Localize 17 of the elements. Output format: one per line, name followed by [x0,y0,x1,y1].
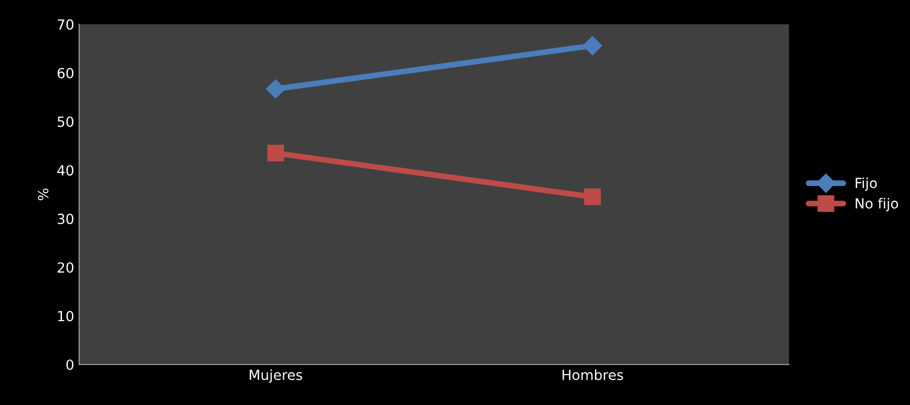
x-tick-label: Mujeres [250,369,302,383]
y-tick-label: 20 [58,262,74,273]
y-tick-label: 50 [58,116,74,127]
y-tick-label: 10 [58,310,74,322]
y-tick-label: 40 [57,165,74,176]
y-tick-label: 60 [58,68,74,78]
y-tick-label: 30 [58,214,74,224]
legend-label: No fijo [856,198,898,212]
point [266,79,286,98]
y-axis-title: % [38,188,48,200]
y-tick-label: 70 [58,19,74,30]
point [582,36,602,56]
legend-label: Fijo [856,177,877,191]
y-tick-label: 0 [66,359,74,370]
x-tick-label: Hombres [562,369,624,380]
point [267,144,284,162]
point [584,188,601,206]
